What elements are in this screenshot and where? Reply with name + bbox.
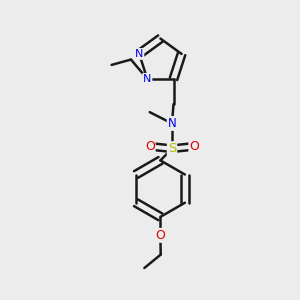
Text: N: N [168, 117, 176, 130]
Text: O: O [155, 229, 165, 242]
Text: O: O [145, 140, 155, 153]
Text: N: N [135, 49, 143, 59]
Text: N: N [143, 74, 152, 84]
Text: O: O [189, 140, 199, 153]
Text: S: S [168, 142, 176, 155]
